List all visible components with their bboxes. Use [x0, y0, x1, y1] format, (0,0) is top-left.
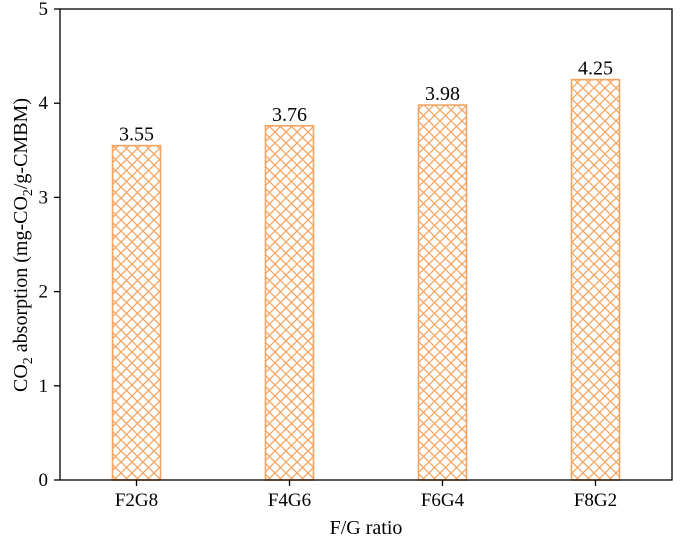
y-tick-label: 1: [39, 376, 49, 397]
y-axis-ticks: 0 1 2 3 4 5: [39, 0, 60, 491]
bar-F4G6: [264, 125, 315, 481]
y-tick-label: 5: [39, 0, 49, 20]
x-tick-label: F8G2: [574, 490, 617, 511]
y-tick-label: 3: [39, 187, 49, 208]
bar-F8G2: [570, 78, 621, 481]
y-tick-label: 4: [39, 93, 49, 114]
x-axis-label: F/G ratio: [330, 517, 403, 539]
bars-layer: [111, 78, 621, 481]
x-tick-label: F2G8: [115, 490, 158, 511]
x-axis-ticks: F2G8 F4G6 F6G4 F8G2: [115, 480, 617, 511]
plot-frame: [59, 8, 673, 481]
data-label-F2G8: 3.55: [119, 124, 154, 146]
data-label-F6G4: 3.98: [425, 83, 460, 105]
bar-F2G8: [111, 144, 162, 481]
x-tick-label: F4G6: [268, 490, 311, 511]
data-label-F4G6: 3.76: [272, 104, 307, 126]
x-tick-label: F6G4: [421, 490, 465, 511]
data-labels-layer: 3.55 3.76 3.98 4.25: [119, 58, 613, 146]
y-tick-label: 0: [39, 470, 49, 491]
y-axis-label: CO2 absorption (mg-CO2/g-CMBM): [10, 98, 36, 392]
bar-F6G4: [417, 104, 468, 481]
data-label-F8G2: 4.25: [578, 58, 613, 80]
y-tick-label: 2: [39, 282, 49, 303]
